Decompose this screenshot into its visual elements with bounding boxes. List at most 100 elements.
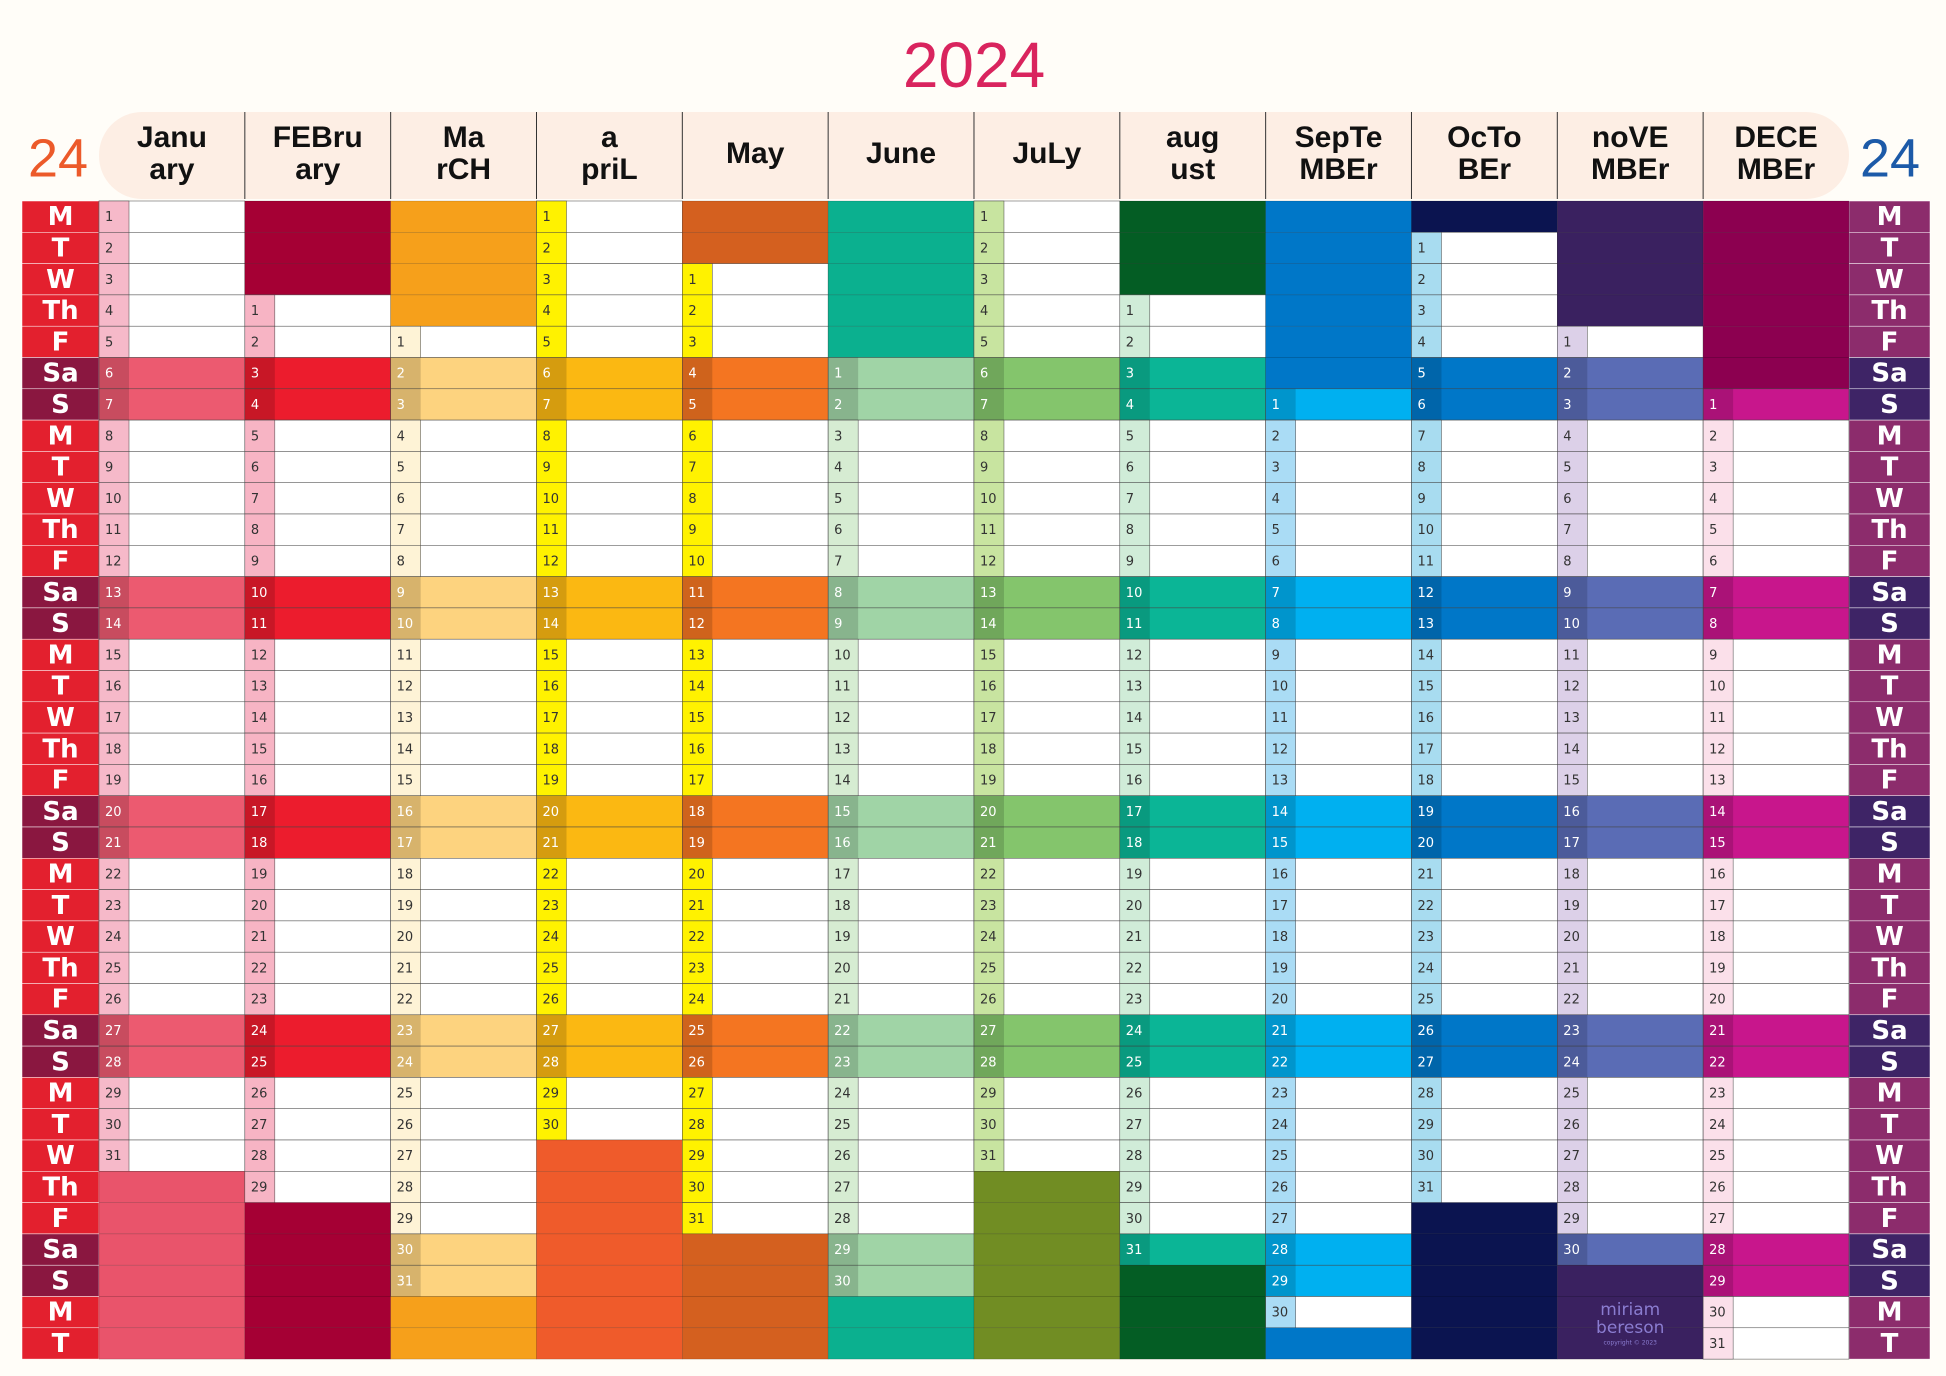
weekday-label: S bbox=[1880, 1047, 1899, 1077]
weekday-cell bbox=[21, 576, 100, 609]
day-number: 11 bbox=[980, 523, 997, 538]
day-number-cell bbox=[536, 1046, 567, 1078]
filler-cell bbox=[244, 1327, 391, 1360]
weekday-cell bbox=[21, 920, 100, 953]
day-number-cell bbox=[827, 670, 859, 703]
day-number: 30 bbox=[834, 1274, 851, 1289]
day-number: 29 bbox=[688, 1149, 705, 1164]
day-number-cell bbox=[973, 419, 1005, 452]
weekday-label: W bbox=[46, 484, 75, 514]
weekday-cell bbox=[21, 1327, 100, 1360]
day-cell bbox=[1119, 795, 1266, 828]
day-number: 26 bbox=[1709, 1180, 1726, 1195]
day-number: 12 bbox=[1417, 586, 1434, 601]
day-number-cell bbox=[1702, 419, 1734, 452]
weekday-label: Sa bbox=[42, 359, 78, 389]
day-number: 21 bbox=[1126, 930, 1143, 945]
month-name: ary bbox=[295, 153, 340, 186]
day-number: 12 bbox=[1272, 742, 1289, 757]
day-number-cell bbox=[828, 1265, 859, 1297]
day-number: 4 bbox=[980, 304, 988, 319]
day-number-cell bbox=[1119, 482, 1151, 515]
day-number: 25 bbox=[834, 1118, 851, 1133]
day-number: 16 bbox=[251, 774, 268, 789]
day-number-cell bbox=[1411, 576, 1442, 608]
day-number: 22 bbox=[251, 961, 268, 976]
weekday-label: M bbox=[1877, 1298, 1903, 1328]
day-number-cell bbox=[390, 1139, 421, 1172]
day-number-cell bbox=[827, 701, 859, 734]
day-number: 17 bbox=[688, 774, 705, 789]
day-number-cell bbox=[1265, 1108, 1296, 1141]
day-number-cell bbox=[827, 1108, 859, 1141]
day-number: 7 bbox=[1563, 523, 1571, 538]
day-number-cell bbox=[244, 419, 276, 452]
day-number-cell bbox=[828, 607, 859, 640]
day-number-cell bbox=[244, 357, 275, 389]
day-number-cell bbox=[1702, 482, 1734, 515]
day-number-cell bbox=[244, 482, 276, 515]
day-number-cell bbox=[98, 1108, 130, 1141]
day-number: 12 bbox=[980, 554, 997, 569]
day-number-cell bbox=[827, 545, 859, 577]
day-number: 15 bbox=[1709, 836, 1726, 851]
day-number: 27 bbox=[1709, 1212, 1726, 1227]
day-number: 3 bbox=[105, 273, 113, 288]
day-number-cell bbox=[98, 451, 130, 483]
day-number-cell bbox=[1703, 1233, 1734, 1266]
day-number-cell bbox=[1411, 701, 1442, 734]
day-cell bbox=[1557, 1014, 1704, 1047]
day-number: 9 bbox=[1272, 648, 1280, 663]
day-number-cell bbox=[1411, 357, 1442, 389]
day-number: 9 bbox=[397, 586, 405, 601]
weekday-label: F bbox=[1881, 1204, 1899, 1234]
day-number: 2 bbox=[1417, 273, 1425, 288]
day-number: 15 bbox=[397, 774, 414, 789]
day-cell bbox=[244, 357, 391, 390]
day-number: 23 bbox=[1709, 1087, 1726, 1102]
day-number: 30 bbox=[1563, 1243, 1580, 1258]
day-number: 22 bbox=[1563, 993, 1580, 1008]
weekday-label: W bbox=[1875, 922, 1904, 952]
day-number: 1 bbox=[834, 367, 842, 382]
filler-cell bbox=[390, 232, 537, 264]
filler-cell bbox=[1411, 1327, 1558, 1360]
day-number: 21 bbox=[105, 836, 122, 851]
filler-cell bbox=[1702, 325, 1850, 358]
day-number: 5 bbox=[105, 335, 113, 350]
day-number-cell bbox=[244, 576, 275, 608]
day-number-cell bbox=[1557, 419, 1588, 452]
day-number-cell bbox=[1265, 482, 1296, 515]
day-cell bbox=[1119, 576, 1266, 609]
weekday-label: T bbox=[1881, 891, 1899, 921]
weekday-cell bbox=[1848, 1077, 1931, 1109]
day-number-cell bbox=[1265, 1171, 1296, 1203]
weekday-label: T bbox=[1881, 453, 1899, 483]
day-number: 4 bbox=[834, 461, 842, 476]
day-number-cell bbox=[827, 1171, 859, 1203]
day-number: 7 bbox=[105, 398, 113, 413]
weekday-label: M bbox=[1877, 202, 1903, 232]
day-number-cell bbox=[1411, 451, 1442, 483]
day-number: 24 bbox=[1709, 1118, 1726, 1133]
day-cell bbox=[98, 357, 246, 390]
day-number-cell bbox=[1119, 513, 1151, 546]
day-number-cell bbox=[536, 983, 567, 1016]
day-number-cell bbox=[973, 764, 1005, 796]
day-number: 18 bbox=[105, 742, 122, 757]
day-number-cell bbox=[973, 263, 1005, 296]
day-number: 17 bbox=[1709, 899, 1726, 914]
weekday-label: Sa bbox=[1871, 1235, 1907, 1265]
filler-cell bbox=[827, 294, 975, 327]
day-number: 9 bbox=[105, 461, 113, 476]
day-number: 28 bbox=[688, 1118, 705, 1133]
day-number-cell bbox=[973, 827, 1004, 859]
day-number: 2 bbox=[688, 304, 696, 319]
weekday-cell bbox=[1848, 1233, 1931, 1266]
day-number: 7 bbox=[397, 523, 405, 538]
weekday-label: Sa bbox=[42, 578, 78, 608]
day-cell bbox=[1702, 1233, 1850, 1266]
day-number: 18 bbox=[1126, 836, 1143, 851]
day-number-cell bbox=[1411, 482, 1442, 515]
day-cell bbox=[973, 1014, 1121, 1047]
